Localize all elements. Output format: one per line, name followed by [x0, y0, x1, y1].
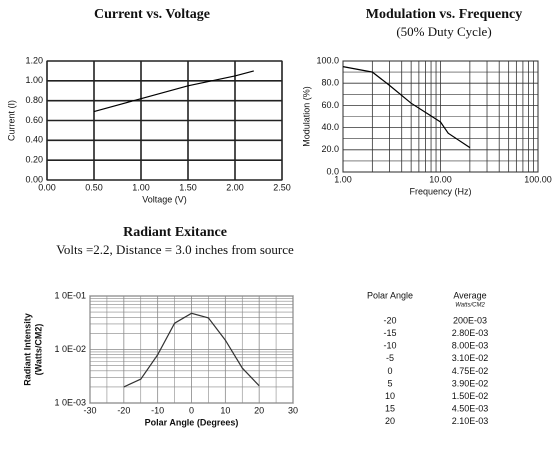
- x-tick-label: 10: [220, 405, 230, 415]
- table-cell: 8.00E-03: [452, 341, 489, 351]
- y-axis-label: Modulation (%): [301, 86, 311, 147]
- table-cell: 20: [385, 416, 395, 426]
- y-tick-label: 60.0: [321, 100, 339, 110]
- table-cell: 10: [385, 391, 395, 401]
- y-axis-label: Current (I): [6, 100, 16, 141]
- table-header: Average: [453, 290, 486, 300]
- x-tick-label: -10: [151, 405, 164, 415]
- table-cell: 5: [387, 378, 392, 388]
- table-header: Polar Angle: [367, 290, 413, 300]
- x-axis-label: Polar Angle (Degrees): [145, 417, 239, 427]
- table-cell: 3.10E-02: [452, 353, 489, 363]
- y-axis-label: (Watts/CM2): [33, 324, 43, 376]
- table-cell: 0: [387, 366, 392, 376]
- table-cell: 2.80E-03: [452, 328, 489, 338]
- table-cell: 4.50E-03: [452, 404, 489, 414]
- y-tick-label: 100.0: [316, 55, 339, 65]
- chart-title: Radiant Exitance: [123, 225, 227, 240]
- table-cell: -5: [386, 353, 394, 363]
- x-tick-label: 1.00: [132, 182, 150, 192]
- x-tick-label: 2.50: [273, 182, 291, 192]
- chart-subtitle: (50% Duty Cycle): [396, 24, 491, 39]
- x-tick-label: 10.00: [429, 174, 452, 184]
- x-tick-label: 100.00: [524, 174, 552, 184]
- y-tick-label: 1 0E-01: [54, 290, 86, 300]
- y-tick-label: 1 0E-03: [54, 397, 86, 407]
- data-line: [123, 312, 260, 388]
- y-tick-label: 0.40: [25, 135, 43, 145]
- x-tick-label: 20: [254, 405, 264, 415]
- x-tick-label: 1.50: [179, 182, 197, 192]
- chart-title: Current vs. Voltage: [94, 7, 210, 22]
- table-cell: 4.75E-02: [452, 366, 489, 376]
- y-tick-label: 1.20: [25, 55, 43, 65]
- y-tick-label: 0.60: [25, 115, 43, 125]
- x-axis-label: Voltage (V): [142, 194, 187, 204]
- y-tick-label: 0.20: [25, 155, 43, 165]
- data-line: [93, 70, 254, 113]
- table-cell: 200E-03: [453, 315, 487, 325]
- data-line: [342, 66, 471, 149]
- table-unit: Watts/CM2: [455, 303, 485, 309]
- data-table: Polar Angle Average Watts/CM2 -20 200E-03…: [367, 290, 488, 426]
- x-tick-label: 0.50: [85, 182, 103, 192]
- x-tick-label: -30: [83, 405, 96, 415]
- table-cell: 15: [385, 404, 395, 414]
- y-tick-label: 40.0: [321, 122, 339, 132]
- table-cell: 2.10E-03: [452, 416, 489, 426]
- table-cell: 3.90E-02: [452, 378, 489, 388]
- x-tick-label: -20: [117, 405, 130, 415]
- y-tick-label: 1.00: [25, 75, 43, 85]
- y-tick-label: 80.0: [321, 78, 339, 88]
- y-axis-label: Radiant Intensity: [22, 313, 32, 386]
- x-tick-label: 0.00: [38, 182, 56, 192]
- table-cell: -10: [383, 341, 396, 351]
- chart-title: Modulation vs. Frequency: [366, 7, 522, 22]
- x-tick-label: 1.00: [334, 174, 352, 184]
- y-tick-label: 0.0: [326, 166, 339, 176]
- x-tick-label: 2.00: [226, 182, 244, 192]
- table-cell: -15: [383, 328, 396, 338]
- x-axis-label: Frequency (Hz): [409, 186, 471, 196]
- y-tick-label: 20.0: [321, 144, 339, 154]
- y-tick-label: 0.80: [25, 95, 43, 105]
- y-tick-label: 0.00: [25, 174, 43, 184]
- table-cell: -20: [383, 315, 396, 325]
- table-cell: 1.50E-02: [452, 391, 489, 401]
- x-tick-label: 30: [288, 405, 298, 415]
- chart-subtitle: Volts =2.2, Distance = 3.0 inches from s…: [56, 242, 294, 257]
- y-tick-label: 1 0E-02: [54, 344, 86, 354]
- x-tick-label: 0: [189, 405, 194, 415]
